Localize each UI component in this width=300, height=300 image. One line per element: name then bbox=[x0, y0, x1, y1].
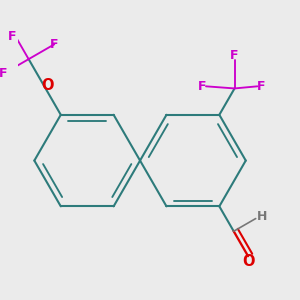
Text: F: F bbox=[0, 68, 7, 80]
Text: F: F bbox=[50, 38, 58, 51]
Text: O: O bbox=[242, 254, 254, 269]
Text: F: F bbox=[197, 80, 206, 93]
Text: F: F bbox=[257, 80, 266, 93]
Text: H: H bbox=[257, 210, 267, 223]
Text: F: F bbox=[8, 30, 17, 43]
Text: O: O bbox=[41, 78, 53, 93]
Text: F: F bbox=[230, 49, 239, 62]
